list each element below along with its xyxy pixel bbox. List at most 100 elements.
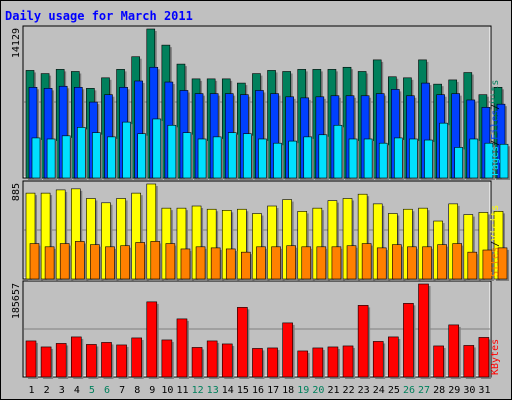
x-tick-label: 16 [252,385,264,396]
sites-bar [165,243,176,280]
kbytes-bar [463,345,475,378]
x-tick-label: 22 [343,385,355,396]
x-tick-label: 8 [134,385,140,396]
kbytes-bar [448,324,460,378]
chart-title: Daily usage for March 2011 [5,9,193,23]
sites-bar [105,246,115,280]
pages-bar [454,147,464,179]
x-tick-label: 20 [312,385,324,396]
sites-bar [120,245,130,280]
x-tick-label: 26 [403,385,415,396]
x-tick-label: 28 [433,385,445,396]
x-tick-label: 25 [388,385,400,396]
kbytes-bar [146,301,158,378]
sites-bar [346,245,357,280]
x-tick-label: 5 [89,385,95,396]
sites-bar [482,249,493,280]
sites-bar [286,245,296,280]
pages-bar [197,138,207,179]
pages-bar [303,136,313,179]
kbytes-bar [70,336,82,378]
kbytes-bar [55,343,67,378]
kbytes-bar [357,305,369,378]
y-max-label: 185657 [11,283,22,319]
x-tick-label: 1 [29,385,35,396]
pages-bar [152,118,162,179]
x-tick-label: 15 [237,385,249,396]
kbytes-bar [342,345,354,378]
pages-bar [182,132,192,179]
legend-files: Files [490,110,501,140]
pages-bar [378,142,388,179]
sites-bar [241,251,251,280]
y-max-label: 885 [11,183,22,201]
x-tick-label: 29 [448,385,460,396]
x-tick-label: 27 [418,385,430,396]
kbytes-bar [312,347,324,378]
pages-bar [273,142,282,179]
pages-bar [243,133,252,179]
pages-bar [499,143,509,179]
x-tick-label: 18 [282,385,294,396]
x-tick-label: 3 [59,385,65,396]
legend-separator: / [490,140,501,146]
sites-bar [74,241,85,280]
kbytes-bar [297,350,309,378]
pages-bar [394,137,403,179]
sites-bar [180,248,191,280]
pages-bar [76,127,86,179]
sites-bar [392,244,402,280]
pages-bar [212,136,222,179]
kbytes-bar [388,336,399,378]
kbytes-bar [86,344,97,378]
kbytes-bar [418,283,429,378]
sites-bar [44,246,55,280]
kbytes-bar [161,339,173,378]
x-tick-label: 4 [74,385,80,396]
x-tick-label: 6 [104,385,110,396]
pages-bar [31,137,41,179]
pages-bar [409,138,418,179]
sites-bar [271,246,281,280]
legend-kbytes: KBytes [490,339,501,375]
legend-hits: Hits [490,80,501,104]
sites-bar [497,247,508,280]
x-tick-label: 14 [222,385,234,396]
sites-bar [437,244,447,280]
sites-bar [225,248,236,280]
x-tick-label: 17 [267,385,279,396]
x-tick-label: 9 [149,385,155,396]
x-tick-label: 24 [373,385,385,396]
pages-bar [363,138,373,179]
pages-bar [469,138,479,179]
kbytes-bar [116,344,127,378]
kbytes-bar [101,342,112,378]
legend-visits: Visits [490,205,501,241]
series-legend: Pages/Files/Hits [490,80,501,176]
kbytes-bar [221,343,233,378]
sites-bar [135,242,145,280]
kbytes-bar [252,348,263,378]
legend-sites: Sites [490,247,501,277]
kbytes-bar [403,303,414,378]
x-tick-label: 31 [478,385,490,396]
x-tick-label: 7 [119,385,125,396]
sites-bar [210,247,221,280]
pages-bar [348,138,358,179]
pages-bar [439,122,448,179]
sites-bar [316,246,327,280]
x-tick-label: 21 [327,385,339,396]
x-tick-label: 30 [463,385,475,396]
sites-bar [422,246,432,280]
series-legend: Sites/Visits [490,205,501,277]
sites-bar [331,246,342,280]
kbytes-bar [131,337,142,378]
pages-bar [122,121,131,179]
pages-bar [288,140,297,179]
x-tick-label: 19 [297,385,309,396]
kbytes-bar [327,346,339,378]
kbytes-bar [206,340,218,378]
pages-bar [258,138,267,179]
